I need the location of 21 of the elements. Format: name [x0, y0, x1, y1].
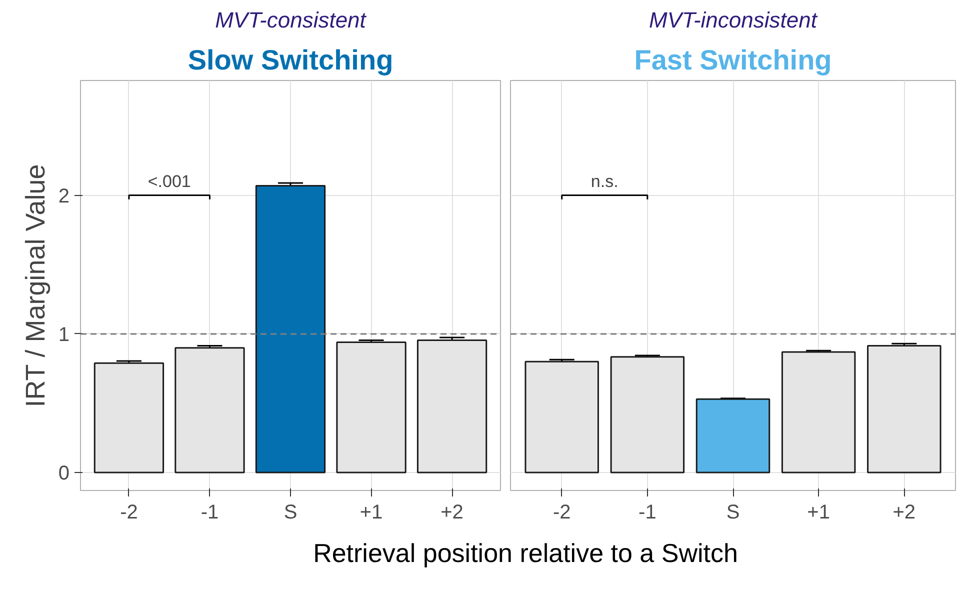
x-tick-label: S: [726, 502, 740, 524]
chart-title: Slow Switching: [188, 44, 394, 76]
x-tick-label: S: [284, 502, 298, 524]
x-tick-label: +1: [807, 502, 830, 524]
x-tick-label: +2: [440, 502, 464, 524]
y-tick-label: 1: [58, 324, 70, 346]
x-tick-label: -2: [552, 502, 571, 524]
y-axis-title: IRT / Marginal Value: [20, 164, 50, 408]
x-tick-label: +2: [892, 502, 916, 524]
x-tick-label: -1: [638, 502, 656, 524]
chart-subtitle: MVT-inconsistent: [649, 8, 818, 32]
annotation: n.s.: [590, 172, 618, 192]
chart-title: Fast Switching: [634, 44, 832, 76]
x-tick-label: -2: [120, 502, 138, 524]
x-tick-label: -1: [200, 502, 219, 524]
x-tick-label: +1: [360, 502, 383, 524]
y-tick-label: 0: [58, 462, 70, 484]
y-tick-label: 2: [58, 185, 70, 208]
annotation: <.001: [148, 172, 191, 192]
x-axis-title: Retrieval position relative to a Switch: [313, 537, 738, 570]
chart-subtitle: MVT-consistent: [215, 8, 367, 32]
